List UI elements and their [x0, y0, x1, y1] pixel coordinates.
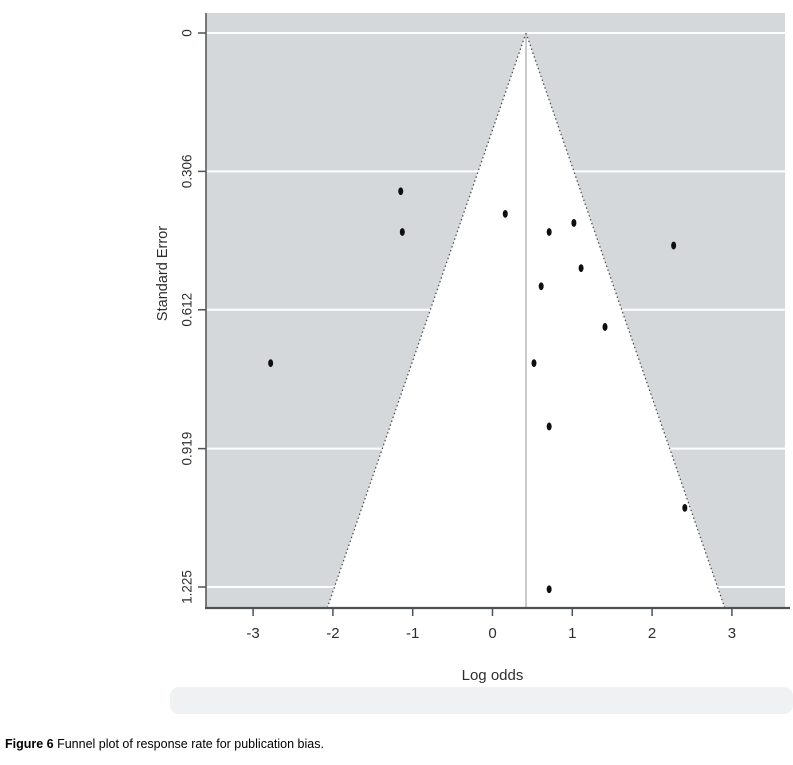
funnel-left-edge	[326, 32, 527, 609]
x-axis-title: Log odds	[462, 667, 524, 684]
funnel-plot: 0 0.306 0.612 0.919 1.225 Standard Error -3 -2 -…	[155, 13, 793, 714]
figure-caption-text: Funnel plot of response rate for publica…	[53, 737, 324, 751]
x-tick-label: 2	[648, 625, 656, 642]
y-tick-label: 0.919	[180, 432, 195, 466]
watermark-band	[170, 687, 793, 714]
data-point	[399, 228, 405, 236]
data-point	[398, 187, 404, 196]
data-point	[538, 282, 544, 291]
data-point	[571, 219, 577, 227]
data-point	[546, 228, 552, 236]
y-tick-label: 0	[180, 29, 195, 37]
figure-caption: Figure 6 Funnel plot of response rate fo…	[5, 737, 765, 751]
data-point	[502, 209, 508, 218]
x-tick-label: -2	[326, 625, 339, 642]
data-point	[268, 359, 274, 368]
x-tick-label: 0	[488, 625, 496, 642]
y-axis-title: Standard Error	[155, 226, 171, 321]
x-tick-label: -1	[406, 625, 419, 642]
x-tick-label: 1	[568, 625, 576, 642]
figure-caption-label: Figure 6	[5, 737, 54, 751]
data-point	[682, 503, 688, 512]
y-tick-label: 1.225	[180, 570, 195, 604]
y-tick-label: 0.612	[180, 293, 195, 327]
x-tick-label: -3	[246, 625, 259, 642]
x-tick-label: 3	[728, 625, 736, 642]
data-point	[671, 241, 677, 250]
y-tick-label: 0.306	[180, 154, 195, 188]
data-point	[602, 323, 608, 331]
data-point	[531, 359, 537, 368]
funnel-right-edge	[525, 32, 726, 609]
data-point	[546, 422, 552, 431]
data-point	[546, 585, 552, 594]
data-point	[578, 264, 584, 273]
